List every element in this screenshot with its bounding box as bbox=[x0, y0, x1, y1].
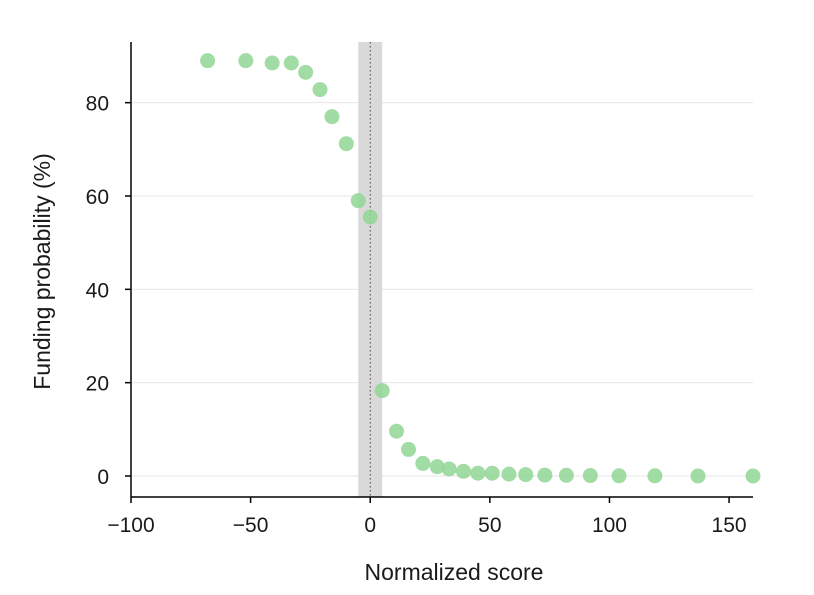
data-point bbox=[470, 465, 486, 481]
x-tick-label: 50 bbox=[478, 514, 501, 537]
data-point bbox=[647, 468, 663, 484]
data-point bbox=[415, 455, 431, 471]
data-point bbox=[264, 55, 280, 71]
data-points bbox=[200, 53, 761, 484]
x-tick-label: −100 bbox=[107, 514, 154, 537]
x-axis-label: Normalized score bbox=[365, 559, 544, 585]
data-point bbox=[362, 209, 378, 225]
data-point bbox=[582, 468, 598, 484]
data-point bbox=[298, 64, 314, 80]
data-point bbox=[312, 82, 328, 98]
data-point bbox=[324, 109, 340, 125]
data-point bbox=[611, 468, 627, 484]
shaded-band-layer bbox=[358, 42, 383, 497]
x-tick-label: 0 bbox=[364, 514, 376, 537]
data-point bbox=[484, 465, 500, 481]
data-point bbox=[374, 383, 390, 399]
x-tick-label: 100 bbox=[592, 514, 627, 537]
y-tick-label: 40 bbox=[86, 279, 109, 302]
data-point bbox=[501, 466, 517, 482]
axes: −100 −50 0 50 100 150 0 20 40 60 80 bbox=[86, 42, 753, 537]
y-tick-label: 60 bbox=[86, 186, 109, 209]
data-point bbox=[537, 467, 553, 483]
data-point bbox=[283, 55, 299, 71]
data-point bbox=[456, 463, 472, 479]
data-point bbox=[518, 467, 534, 483]
y-tick-label: 20 bbox=[86, 373, 109, 396]
x-tick-label: −50 bbox=[233, 514, 269, 537]
data-point bbox=[200, 53, 216, 69]
data-point bbox=[238, 53, 254, 69]
data-point bbox=[690, 468, 706, 484]
gridlines bbox=[131, 102, 753, 477]
y-axis-label: Funding probability (%) bbox=[29, 153, 55, 390]
data-point bbox=[429, 459, 445, 475]
data-point bbox=[745, 468, 761, 484]
data-point bbox=[401, 441, 417, 457]
data-point bbox=[441, 461, 457, 477]
x-tick-label: 150 bbox=[712, 514, 747, 537]
shaded-band bbox=[358, 42, 383, 497]
data-point bbox=[558, 467, 574, 483]
y-tick-label: 0 bbox=[97, 466, 109, 489]
data-point bbox=[389, 423, 405, 439]
y-tick-label: 80 bbox=[86, 93, 109, 116]
data-point bbox=[338, 136, 354, 152]
data-point bbox=[350, 193, 366, 209]
